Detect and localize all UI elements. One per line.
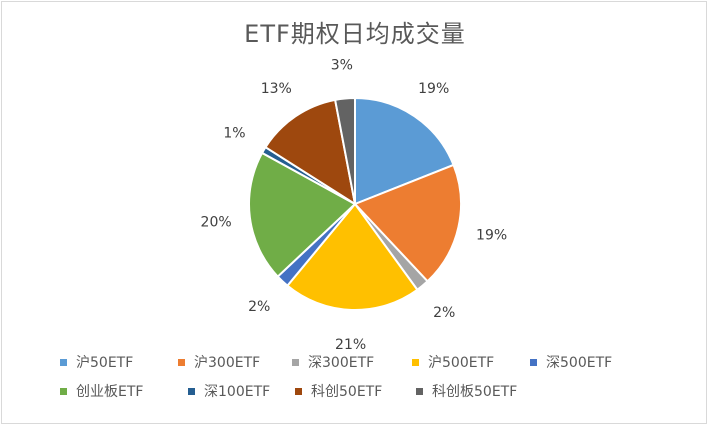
pie-slice-8: [264, 98, 357, 207]
pie-slice-6: [248, 151, 357, 278]
legend-item-5: 深500ETF: [530, 350, 612, 374]
data-label-5: 2%: [248, 299, 270, 315]
legend-item-7: 深100ETF: [188, 379, 270, 403]
data-label-2: 19%: [476, 228, 507, 244]
legend-label: 科创板50ETF: [432, 384, 518, 400]
data-label-9: 3%: [331, 58, 353, 74]
legend-label: 科创50ETF: [311, 384, 383, 400]
data-label-1: 19%: [418, 81, 449, 97]
pie-slice-1: [354, 96, 455, 206]
legend-item-6: 创业板ETF: [60, 379, 143, 403]
legend-item-4: 沪500ETF: [412, 350, 494, 374]
legend-swatch: [412, 358, 419, 366]
legend-label: 沪300ETF: [194, 355, 261, 371]
legend-label: 沪500ETF: [428, 355, 495, 371]
pie-slice-9: [333, 96, 356, 205]
legend-label: 深100ETF: [204, 384, 271, 400]
legend-swatch: [292, 358, 299, 366]
legend-label: 创业板ETF: [76, 384, 144, 400]
pie-slice-4: [286, 202, 419, 311]
legend-item-3: 深300ETF: [292, 350, 374, 374]
data-label-7: 1%: [223, 126, 245, 142]
legend-swatch: [295, 387, 302, 395]
pie-slices: [248, 96, 462, 311]
legend-label: 深300ETF: [308, 355, 375, 371]
legend-item-1: 沪50ETF: [60, 350, 133, 374]
data-label-3: 2%: [433, 305, 455, 321]
pie-labels: 19% 19% 2% 21% 2% 20% 1% 13% 3%: [201, 58, 508, 353]
legend-item-8: 科创50ETF: [295, 379, 382, 403]
pie-slice-2: [353, 163, 462, 283]
legend-swatch: [188, 387, 195, 395]
legend-label: 沪50ETF: [76, 355, 134, 371]
legend-swatch: [60, 387, 67, 395]
legend-item-9: 科创板50ETF: [416, 379, 517, 403]
legend-swatch: [60, 358, 67, 366]
data-label-6: 20%: [201, 215, 232, 231]
legend-label: 深500ETF: [546, 355, 613, 371]
legend-swatch: [416, 387, 423, 395]
legend-swatch: [530, 358, 537, 366]
legend-swatch: [178, 358, 185, 366]
data-label-8: 13%: [261, 81, 292, 97]
chart-title: ETF期权日均成交量: [244, 20, 466, 48]
legend-item-2: 沪300ETF: [178, 350, 260, 374]
data-label-4: 21%: [335, 337, 366, 353]
